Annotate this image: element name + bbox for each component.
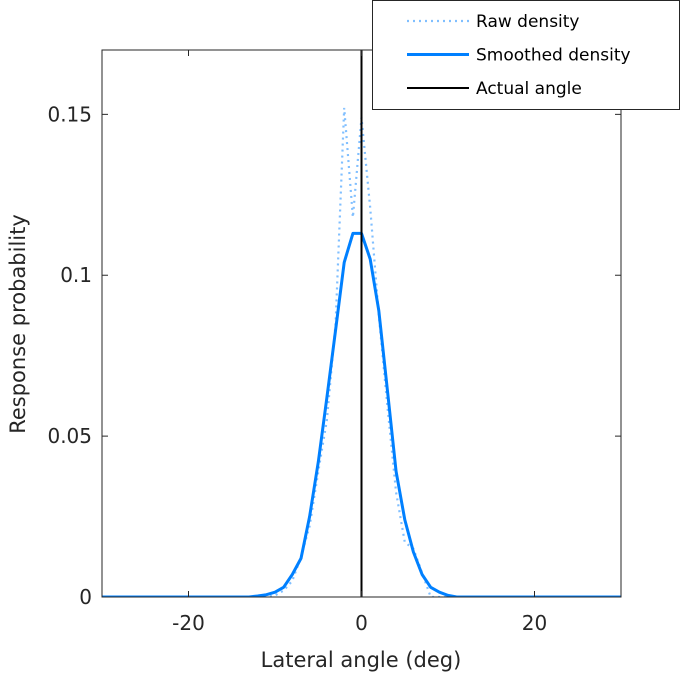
y-tick-label: 0 (79, 585, 92, 609)
x-tick-label: -20 (172, 611, 205, 635)
x-tick-label: 0 (355, 611, 368, 635)
y-tick-label: 0.05 (47, 424, 92, 448)
legend-label: Smoothed density (476, 46, 631, 66)
axes: -20 0 20 0 0.05 0.1 0.15 (47, 49, 622, 635)
y-axis-label: Response probability (6, 214, 30, 434)
x-tick-label: 20 (522, 611, 547, 635)
plot-area (102, 50, 621, 597)
series-smoothed-density (102, 231, 621, 597)
legend: Raw density Smoothed density Actual angle (372, 0, 680, 110)
y-tick-label: 0.1 (60, 263, 92, 287)
y-tick-label: 0.15 (47, 102, 92, 126)
legend-label: Actual angle (476, 79, 582, 99)
legend-label: Raw density (476, 12, 580, 32)
x-axis-label: Lateral angle (deg) (261, 648, 462, 672)
